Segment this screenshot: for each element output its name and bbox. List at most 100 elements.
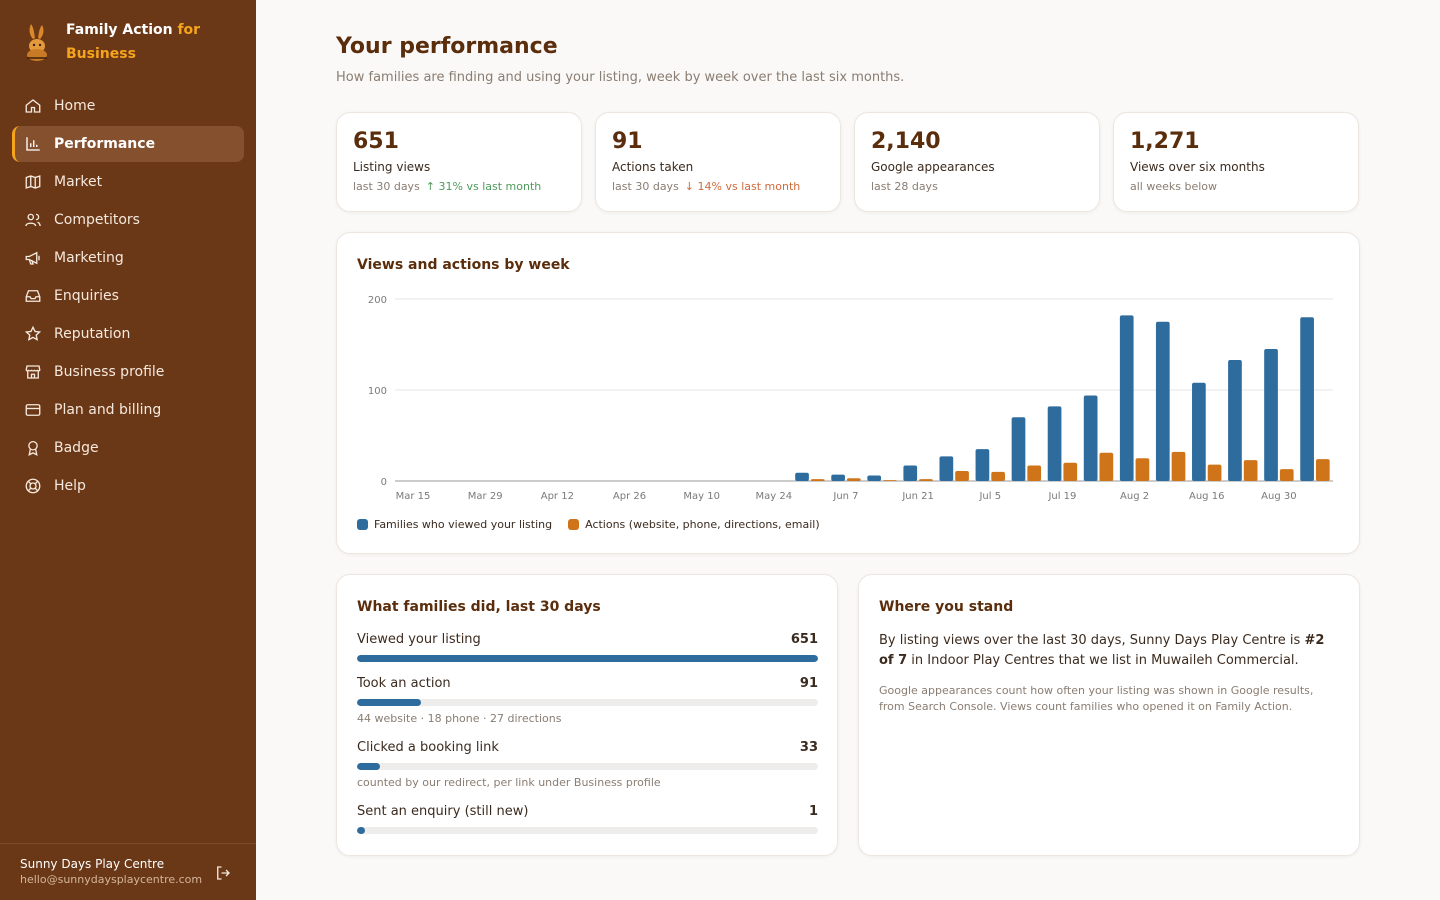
activity-row-viewed: Viewed your listing 651 bbox=[357, 632, 818, 662]
sidebar-item-home[interactable]: Home bbox=[12, 88, 244, 124]
bar-actions bbox=[1243, 460, 1258, 481]
sidebar-item-label: Help bbox=[54, 478, 86, 494]
bar-views bbox=[795, 472, 809, 481]
bar-views bbox=[831, 474, 845, 481]
standing-text-after: in Indoor Play Centres that we list in M… bbox=[907, 653, 1299, 668]
x-tick-label: Apr 12 bbox=[541, 491, 574, 502]
progress-track bbox=[357, 699, 818, 706]
bar-actions bbox=[919, 479, 933, 481]
weekly-bar-chart: 0 100 200 Mar 15 Mar 29 Apr 12 Apr 26 May 10 May… bbox=[368, 295, 1333, 502]
row-label: Sent an enquiry (still new) bbox=[357, 804, 529, 819]
bar-views bbox=[1083, 395, 1098, 481]
x-tick-label: Aug 16 bbox=[1189, 491, 1224, 502]
bar-actions bbox=[1315, 459, 1330, 481]
award-icon bbox=[28, 440, 38, 456]
sidebar-item-label: Market bbox=[54, 174, 103, 190]
row-label: Viewed your listing bbox=[357, 632, 481, 647]
credit-card-icon bbox=[25, 404, 41, 416]
brand[interactable]: Family Action for Business bbox=[22, 18, 216, 66]
kpi-period: last 30 days bbox=[353, 180, 420, 193]
progress-track bbox=[357, 655, 818, 662]
row-label: Took an action bbox=[357, 676, 451, 691]
bar-views bbox=[975, 449, 990, 481]
activity-card: What families did, last 30 days Viewed y… bbox=[336, 574, 838, 856]
kpi-card-google-appearances: 2,140 Google appearances last 28 days bbox=[854, 112, 1100, 212]
lifebuoy-icon bbox=[25, 478, 41, 494]
x-tick-label: Jul 5 bbox=[978, 491, 1001, 502]
kpi-value: 91 bbox=[612, 129, 643, 154]
row-value: 1 bbox=[808, 804, 818, 819]
sidebar-item-market[interactable]: Market bbox=[12, 164, 244, 200]
bar-views bbox=[1119, 315, 1134, 481]
kpi-card-six-month-views: 1,271 Views over six months all weeks be… bbox=[1113, 112, 1359, 212]
sidebar-item-plan-and-billing[interactable]: Plan and billing bbox=[12, 392, 244, 428]
sidebar: Family Action for Business Home Performa… bbox=[0, 0, 256, 900]
standing-text: By listing views over the last 30 days, … bbox=[879, 631, 1341, 671]
y-tick-label: 0 bbox=[381, 477, 387, 488]
account-email: hello@sunnydaysplaycentre.com bbox=[20, 873, 203, 886]
y-tick-label: 200 bbox=[368, 295, 387, 306]
users-icon bbox=[25, 213, 41, 227]
kpi-period: last 28 days bbox=[871, 180, 938, 193]
sidebar-item-reputation[interactable]: Reputation bbox=[12, 316, 244, 352]
bar-views bbox=[1264, 349, 1278, 481]
store-icon bbox=[25, 365, 41, 379]
brand-name: Family Action bbox=[66, 22, 173, 38]
progress-fill bbox=[357, 699, 422, 706]
sidebar-item-label: Marketing bbox=[54, 250, 124, 266]
bar-views bbox=[1192, 382, 1206, 481]
bar-views bbox=[1047, 406, 1062, 481]
sidebar-item-label: Badge bbox=[54, 440, 99, 456]
sidebar-item-business-profile[interactable]: Business profile bbox=[12, 354, 244, 390]
row-value: 33 bbox=[799, 740, 818, 755]
activity-row-enquiry: Sent an enquiry (still new) 1 bbox=[357, 804, 818, 834]
activity-title: What families did, last 30 days bbox=[357, 599, 601, 615]
sidebar-item-performance[interactable]: Performance bbox=[12, 126, 244, 162]
logout-icon[interactable] bbox=[214, 864, 232, 882]
progress-fill bbox=[357, 827, 366, 834]
bar-views bbox=[1228, 359, 1242, 481]
standing-text-before: By listing views over the last 30 days, … bbox=[879, 633, 1305, 648]
sidebar-item-badge[interactable]: Badge bbox=[12, 430, 244, 466]
sidebar-item-label: Plan and billing bbox=[54, 402, 162, 418]
kpi-card-actions-taken: 91 Actions taken last 30 days ↓ 14% vs la… bbox=[595, 112, 841, 212]
legend-label: Families who viewed your listing bbox=[374, 518, 553, 531]
standing-note: Google appearances count how often your … bbox=[879, 684, 1314, 713]
megaphone-icon bbox=[25, 251, 40, 265]
map-icon bbox=[25, 175, 41, 189]
row-note: 44 website · 18 phone · 27 directions bbox=[357, 712, 562, 725]
sidebar-item-help[interactable]: Help bbox=[12, 468, 244, 504]
kpi-label: Google appearances bbox=[871, 160, 995, 174]
x-tick-label: Jun 7 bbox=[832, 491, 858, 502]
rabbit-logo-icon bbox=[27, 24, 47, 61]
bar-actions bbox=[1099, 452, 1114, 481]
sidebar-item-enquiries[interactable]: Enquiries bbox=[12, 278, 244, 314]
legend-swatch-views bbox=[357, 519, 368, 530]
account-footer: Sunny Days Play Centre hello@sunnydayspl… bbox=[0, 843, 256, 900]
account-name: Sunny Days Play Centre bbox=[20, 857, 165, 871]
bar-views bbox=[903, 465, 918, 481]
bar-actions bbox=[991, 471, 1005, 481]
kpi-value: 651 bbox=[353, 129, 399, 154]
bar-views bbox=[867, 475, 882, 481]
kpi-label: Actions taken bbox=[612, 160, 694, 174]
x-tick-label: Mar 29 bbox=[468, 491, 503, 502]
standing-card: Where you stand By listing views over th… bbox=[858, 574, 1360, 856]
bar-actions bbox=[1207, 464, 1222, 481]
x-tick-label: Aug 2 bbox=[1120, 491, 1149, 502]
bar-actions bbox=[955, 470, 969, 481]
row-value: 91 bbox=[799, 676, 818, 691]
row-label: Clicked a booking link bbox=[357, 740, 499, 755]
progress-fill bbox=[357, 763, 381, 770]
bar-actions bbox=[1135, 458, 1150, 481]
sidebar-item-competitors[interactable]: Competitors bbox=[12, 202, 244, 238]
weekly-chart-card: Views and actions by week 0 100 200 Mar 15 M… bbox=[336, 232, 1360, 554]
kpi-period: last 30 days bbox=[612, 180, 679, 193]
page-title: Your performance bbox=[336, 34, 558, 59]
x-tick-label: May 24 bbox=[756, 491, 793, 502]
sidebar-item-label: Reputation bbox=[54, 326, 131, 342]
bar-views bbox=[1155, 321, 1170, 481]
sidebar-item-marketing[interactable]: Marketing bbox=[12, 240, 244, 276]
x-tick-label: May 10 bbox=[683, 491, 720, 502]
sidebar-nav: Home Performance Market Competitors Mark… bbox=[12, 88, 244, 506]
